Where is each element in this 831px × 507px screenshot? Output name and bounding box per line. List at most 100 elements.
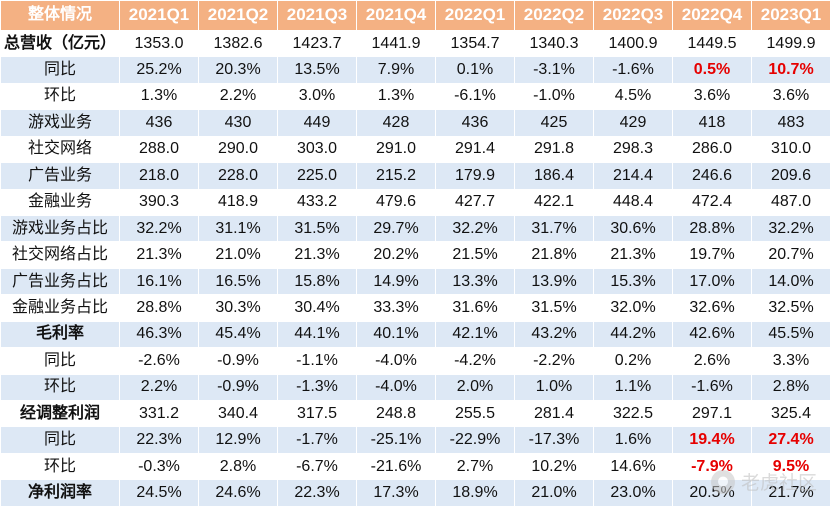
row-label: 环比 [0,373,120,402]
table-row: 广告业务 218.0 228.0 225.0 215.2 179.9 186.4 214.4 2… [0,162,831,190]
table-cell: 288.0 [119,135,199,164]
table-cell: -1.6% [593,56,673,84]
table-cell: 17.3% [356,479,436,507]
table-cell: 31.5% [277,214,357,243]
column-header: 2022Q2 [514,0,594,31]
table-cell: 13.5% [277,56,357,84]
table-cell: 436 [119,109,199,137]
table-cell: 14.9% [356,267,436,296]
table-cell: 42.1% [435,320,515,349]
table-cell: 425 [514,109,594,137]
table-cell: 2.6% [672,347,752,375]
table-cell: 433.2 [277,188,357,216]
table-cell: 228.0 [198,162,278,190]
row-label: 广告业务 [0,162,120,190]
table-cell: 298.3 [593,135,673,164]
table-cell: 483 [751,109,831,137]
table-cell: -1.1% [277,347,357,375]
table-cell: 22.3% [119,426,199,454]
table-cell: 1353.0 [119,29,199,58]
table-cell: -2.6% [119,347,199,375]
table-cell: 3.6% [672,82,752,111]
column-header: 2022Q1 [435,0,515,31]
table-cell: 340.4 [198,400,278,428]
table-cell: 21.7% [751,479,831,507]
table-cell: 21.3% [119,241,199,269]
table-cell: 40.1% [356,320,436,349]
column-header: 2021Q4 [356,0,436,31]
table-cell: 31.1% [198,214,278,243]
table-cell: -6.1% [435,82,515,111]
table-cell: 44.1% [277,320,357,349]
table-cell: 2.0% [435,373,515,402]
table-cell: 24.6% [198,479,278,507]
table-cell: 27.4% [751,426,831,454]
table-cell: 19.4% [672,426,752,454]
row-label: 金融业务占比 [0,294,120,322]
table-cell: 28.8% [119,294,199,322]
table-cell: 291.4 [435,135,515,164]
table-row: 同比 25.2% 20.3% 13.5% 7.9% 0.1% -3.1% -1.6% 0.5% 1… [0,56,831,84]
table-cell: 29.7% [356,214,436,243]
table-cell: 44.2% [593,320,673,349]
table-cell: 30.4% [277,294,357,322]
table-cell: 248.8 [356,400,436,428]
column-header: 2022Q3 [593,0,673,31]
table-cell: 322.5 [593,400,673,428]
table-cell: 20.3% [198,56,278,84]
table-cell: 1400.9 [593,29,673,58]
table-cell: 32.6% [672,294,752,322]
table-cell: 28.8% [672,214,752,243]
table-row: 社交网络 288.0 290.0 303.0 291.0 291.4 291.8 298.3 2… [0,135,831,164]
table-cell: 479.6 [356,188,436,216]
table-cell: 436 [435,109,515,137]
row-label: 同比 [0,426,120,454]
table-cell: 179.9 [435,162,515,190]
table-cell: 428 [356,109,436,137]
table-cell: 42.6% [672,320,752,349]
table-cell: 422.1 [514,188,594,216]
table-cell: -0.9% [198,373,278,402]
row-label: 环比 [0,452,120,481]
table-cell: 3.6% [751,82,831,111]
table-cell: 418 [672,109,752,137]
table-cell: 21.0% [198,241,278,269]
table-cell: 1.1% [593,373,673,402]
table-cell: 32.2% [119,214,199,243]
table-cell: 12.9% [198,426,278,454]
table-cell: 20.2% [356,241,436,269]
row-label: 社交网络 [0,135,120,164]
table-cell: 31.6% [435,294,515,322]
table-cell: 21.0% [514,479,594,507]
table-cell: -4.2% [435,347,515,375]
table-cell: 449 [277,109,357,137]
table-cell: 30.3% [198,294,278,322]
table-cell: 4.5% [593,82,673,111]
row-label: 游戏业务占比 [0,214,120,243]
table-cell: 16.1% [119,267,199,296]
row-label: 广告业务占比 [0,267,120,296]
table-cell: 21.5% [435,241,515,269]
table-cell: 2.2% [198,82,278,111]
table-cell: 1441.9 [356,29,436,58]
table-cell: 2.2% [119,373,199,402]
table-cell: 1354.7 [435,29,515,58]
table-cell: 303.0 [277,135,357,164]
table-cell: 1423.7 [277,29,357,58]
table-cell: 22.3% [277,479,357,507]
table-cell: 10.7% [751,56,831,84]
table-cell: 32.5% [751,294,831,322]
table-cell: 3.3% [751,347,831,375]
table-cell: 3.0% [277,82,357,111]
table-cell: 24.5% [119,479,199,507]
table-row: 金融业务占比 28.8% 30.3% 30.4% 33.3% 31.6% 31.5% 32.0… [0,294,831,322]
table-header-row: 整体情况 2021Q1 2021Q2 2021Q3 2021Q4 2022Q1 2022Q… [0,0,831,31]
column-header: 2021Q3 [277,0,357,31]
table-cell: 10.2% [514,452,594,481]
table-cell: 390.3 [119,188,199,216]
table-row: 环比 2.2% -0.9% -1.3% -4.0% 2.0% 1.0% 1.1% -1.6% 2.… [0,373,831,402]
table-cell: 21.8% [514,241,594,269]
table-cell: -21.6% [356,452,436,481]
table-cell: 21.3% [277,241,357,269]
